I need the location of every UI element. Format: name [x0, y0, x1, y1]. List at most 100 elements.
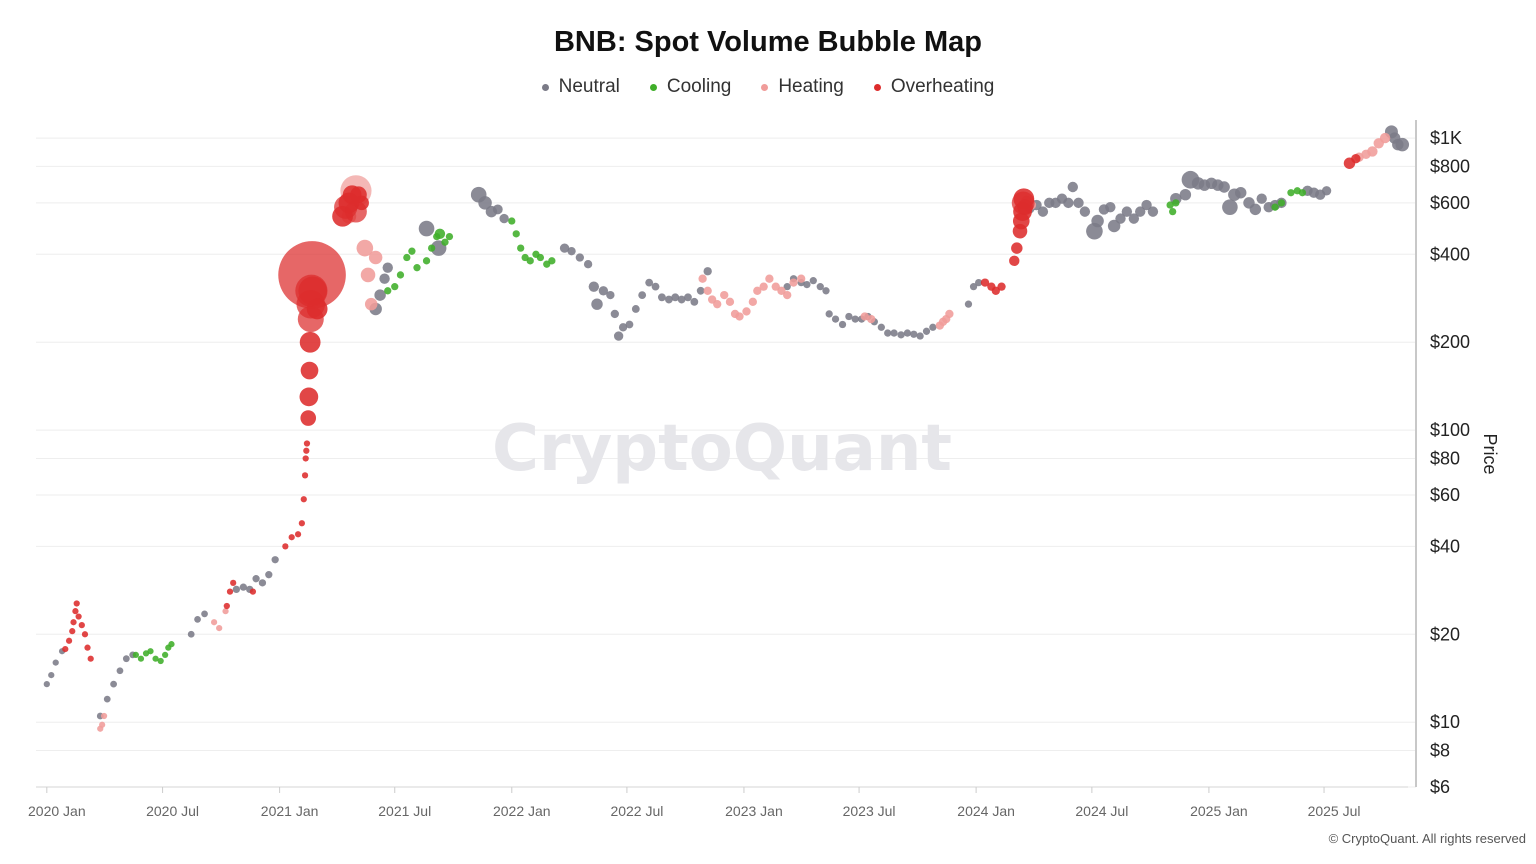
bubble-point[interactable] — [168, 641, 175, 648]
bubble-point[interactable] — [1121, 206, 1133, 217]
bubble-point[interactable] — [583, 260, 593, 269]
bubble-point[interactable] — [517, 244, 525, 252]
bubble-point[interactable] — [1277, 199, 1286, 207]
bubble-point[interactable] — [122, 655, 130, 663]
bubble-point[interactable] — [598, 286, 609, 296]
bubble-point[interactable] — [1141, 199, 1152, 211]
bubble-point[interactable] — [1234, 187, 1247, 199]
bubble-point[interactable] — [162, 651, 169, 659]
bubble-point[interactable] — [303, 447, 310, 454]
bubble-point[interactable] — [897, 331, 905, 339]
bubble-point[interactable] — [132, 651, 139, 659]
bubble-point[interactable] — [783, 283, 791, 291]
bubble-point[interactable] — [1395, 137, 1410, 152]
bubble-point[interactable] — [48, 671, 55, 679]
bubble-point[interactable] — [422, 257, 431, 265]
bubble-point[interactable] — [157, 657, 164, 665]
bubble-point[interactable] — [78, 621, 85, 629]
bubble-point[interactable] — [789, 278, 798, 287]
bubble-point[interactable] — [684, 293, 692, 302]
bubble-point[interactable] — [1079, 206, 1091, 217]
bubble-point[interactable] — [703, 286, 712, 295]
legend-item-heating[interactable]: Heating — [761, 76, 844, 98]
bubble-point[interactable] — [1115, 213, 1126, 224]
bubble-point[interactable] — [396, 271, 405, 279]
bubble-point[interactable] — [910, 330, 918, 338]
bubble-point[interactable] — [1367, 146, 1378, 157]
bubble-point[interactable] — [831, 315, 840, 323]
bubble-point[interactable] — [72, 608, 79, 615]
bubble-point[interactable] — [703, 267, 712, 276]
bubble-point[interactable] — [408, 247, 416, 255]
bubble-point[interactable] — [606, 290, 615, 300]
bubble-point[interactable] — [713, 300, 722, 309]
bubble-point[interactable] — [298, 276, 327, 306]
bubble-point[interactable] — [103, 695, 111, 703]
bubble-point[interactable] — [1287, 189, 1295, 197]
bubble-point[interactable] — [567, 247, 576, 256]
bubble-point[interactable] — [382, 262, 393, 273]
bubble-point[interactable] — [100, 712, 108, 720]
bubble-point[interactable] — [591, 298, 603, 310]
bubble-point[interactable] — [62, 645, 69, 653]
bubble-point[interactable] — [696, 286, 705, 295]
bubble-point[interactable] — [1063, 197, 1074, 209]
bubble-point[interactable] — [1166, 201, 1174, 209]
bubble-point[interactable] — [75, 613, 82, 620]
bubble-point[interactable] — [403, 253, 411, 262]
bubble-point[interactable] — [1169, 207, 1177, 216]
bubble-point[interactable] — [354, 195, 369, 211]
bubble-point[interactable] — [1256, 193, 1267, 204]
bubble-point[interactable] — [1073, 197, 1084, 209]
bubble-point[interactable] — [1222, 199, 1238, 215]
bubble-point[interactable] — [797, 274, 806, 283]
bubble-point[interactable] — [300, 496, 307, 503]
bubble-point[interactable] — [1179, 188, 1192, 201]
bubble-point[interactable] — [418, 220, 435, 237]
bubble-point[interactable] — [65, 637, 73, 644]
bubble-point[interactable] — [223, 602, 230, 610]
bubble-point[interactable] — [975, 278, 983, 287]
bubble-point[interactable] — [735, 312, 744, 321]
bubble-point[interactable] — [87, 655, 94, 662]
bubble-point[interactable] — [903, 329, 912, 337]
bubble-point[interactable] — [441, 238, 449, 246]
bubble-point[interactable] — [265, 571, 273, 579]
bubble-point[interactable] — [765, 274, 774, 283]
bubble-point[interactable] — [379, 273, 390, 284]
bubble-point[interactable] — [391, 283, 399, 291]
bubble-point[interactable] — [210, 619, 218, 626]
bubble-point[interactable] — [1271, 203, 1279, 211]
bubble-point[interactable] — [771, 282, 780, 291]
bubble-point[interactable] — [877, 323, 885, 331]
bubble-point[interactable] — [216, 624, 223, 632]
bubble-point[interactable] — [1017, 199, 1033, 215]
bubble-point[interactable] — [1107, 219, 1121, 233]
bubble-point[interactable] — [374, 289, 386, 301]
bubble-point[interactable] — [282, 543, 289, 550]
bubble-point[interactable] — [825, 310, 833, 318]
bubble-point[interactable] — [84, 644, 91, 651]
bubble-point[interactable] — [536, 253, 545, 262]
bubble-point[interactable] — [631, 305, 640, 313]
bubble-point[interactable] — [434, 228, 446, 240]
bubble-point[interactable] — [303, 440, 311, 447]
bubble-point[interactable] — [742, 307, 751, 316]
bubble-point[interactable] — [194, 615, 201, 623]
bubble-point[interactable] — [1037, 206, 1049, 217]
bubble-point[interactable] — [890, 329, 898, 337]
bubble-point[interactable] — [499, 213, 509, 224]
bubble-point[interactable] — [99, 721, 106, 728]
legend-item-neutral[interactable]: Neutral — [541, 76, 620, 98]
bubble-point[interactable] — [201, 610, 208, 618]
bubble-point[interactable] — [137, 655, 145, 662]
bubble-point[interactable] — [1321, 186, 1332, 196]
bubble-point[interactable] — [613, 331, 624, 341]
bubble-point[interactable] — [657, 293, 666, 302]
bubble-point[interactable] — [478, 196, 492, 210]
bubble-point[interactable] — [588, 281, 600, 292]
bubble-point[interactable] — [677, 295, 686, 304]
bubble-point[interactable] — [368, 250, 383, 265]
bubble-point[interactable] — [548, 257, 556, 265]
bubble-point[interactable] — [364, 297, 378, 311]
